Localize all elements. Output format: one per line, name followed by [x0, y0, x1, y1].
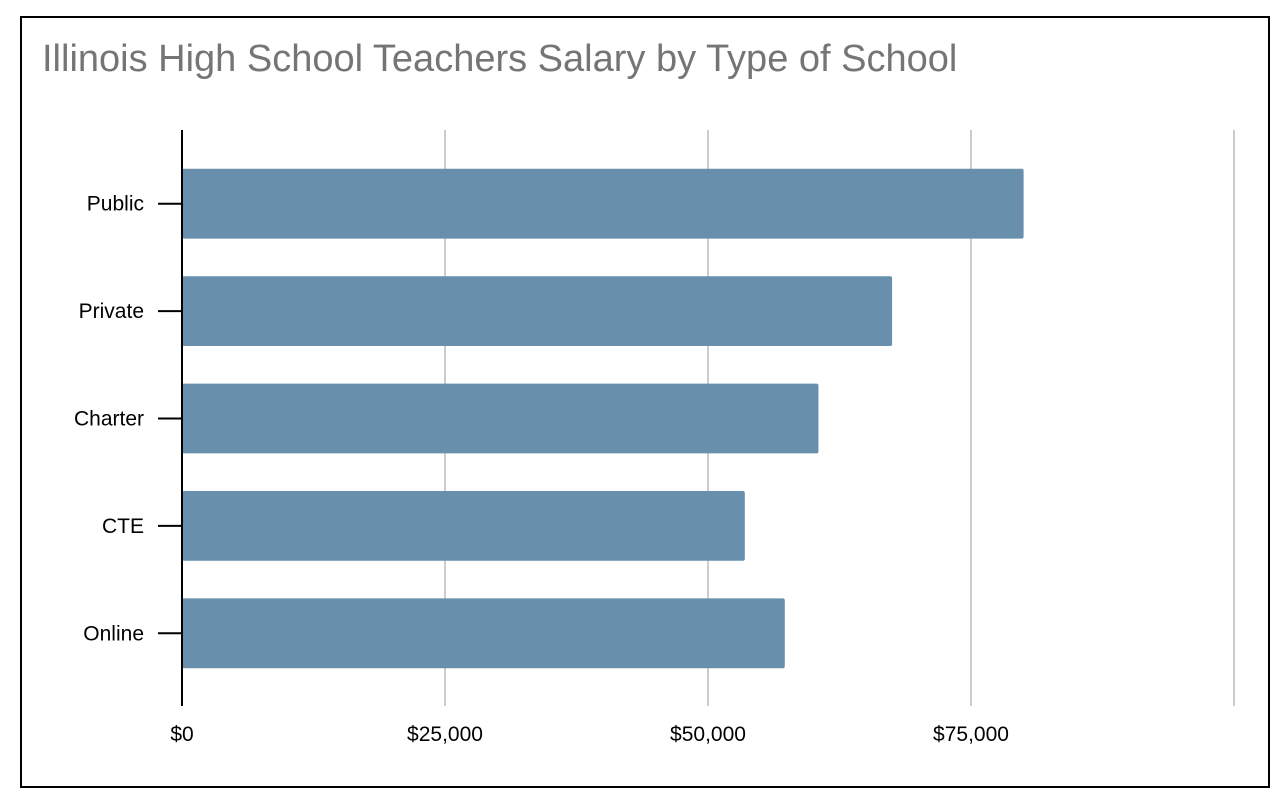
- y-tick-label: Public: [87, 193, 144, 216]
- x-tick-label: $75,000: [933, 723, 1009, 746]
- bar-charter: [182, 383, 819, 454]
- chart-title: Illinois High School Teachers Salary by …: [42, 38, 958, 80]
- bar-online: [182, 598, 785, 669]
- y-tick-label: Online: [83, 622, 144, 645]
- tick-labels: Public Private Charter CTE Online $0 $25,000 $5…: [74, 193, 1009, 746]
- x-tick-label: $25,000: [407, 723, 483, 746]
- axes: [158, 130, 183, 706]
- bars: [182, 168, 1024, 669]
- y-tick-label: Private: [79, 300, 144, 323]
- x-tick-label: $0: [170, 723, 193, 746]
- bar-cte: [182, 490, 745, 561]
- y-tick-label: CTE: [102, 515, 144, 538]
- x-tick-label: $50,000: [670, 723, 746, 746]
- y-tick-label: Charter: [74, 408, 144, 431]
- bar-public: [182, 168, 1024, 239]
- bar-private: [182, 276, 893, 347]
